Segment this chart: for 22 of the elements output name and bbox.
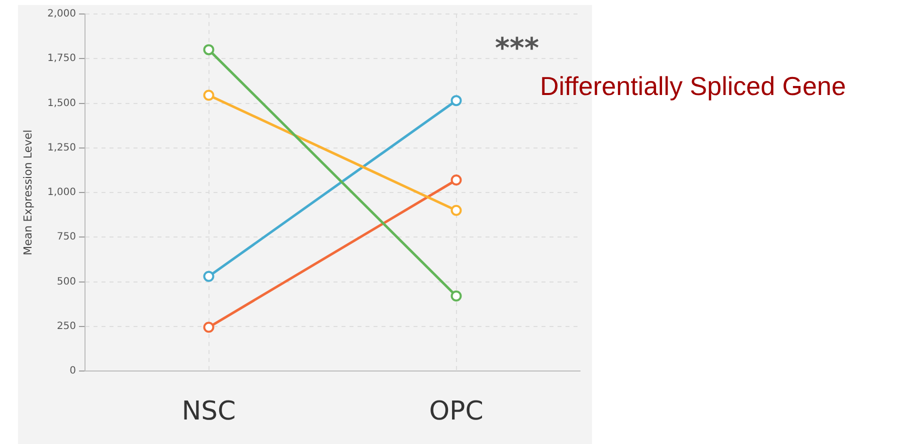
x-tick-label: OPC [429, 396, 484, 426]
y-tick-label: 500 [56, 276, 76, 288]
y-tick-label: 1,750 [47, 53, 76, 64]
y-tick-label: 2,000 [47, 8, 76, 20]
x-tick-label: NSC [182, 396, 236, 426]
y-tick-label: 250 [56, 320, 76, 332]
point [203, 44, 214, 56]
point [450, 95, 462, 106]
point [203, 322, 214, 333]
y-tick-label: 750 [56, 232, 76, 243]
y-tick-label: 0 [70, 366, 76, 377]
point [203, 90, 214, 101]
point [450, 174, 462, 186]
point [203, 270, 214, 282]
point [450, 290, 462, 302]
y-tick-label: 1,000 [47, 187, 76, 198]
point [450, 204, 462, 216]
annotation: Differentially Spliced Gene [540, 71, 846, 102]
y-tick-label: 1,250 [47, 142, 76, 154]
y-tick-label: 1,500 [47, 98, 76, 109]
annotation: *** [495, 31, 540, 64]
y-axis-title: Mean Expression Level [21, 130, 34, 256]
